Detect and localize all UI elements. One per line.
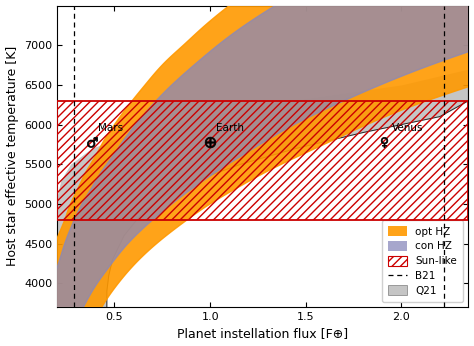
Text: Earth: Earth (216, 122, 244, 133)
Legend: opt HZ, con HZ, Sun-like, B21, Q21: opt HZ, con HZ, Sun-like, B21, Q21 (382, 220, 463, 302)
Text: Venus: Venus (392, 122, 423, 133)
Text: Mars: Mars (98, 122, 123, 133)
Point (381, 139, 388, 145)
Point (206, 139, 214, 145)
X-axis label: Planet instellation flux [F⊕]: Planet instellation flux [F⊕] (177, 327, 348, 340)
Point (88, 139, 96, 145)
Bar (57, 101, 468, 220)
Y-axis label: Host star effective temperature [K]: Host star effective temperature [K] (6, 46, 18, 266)
